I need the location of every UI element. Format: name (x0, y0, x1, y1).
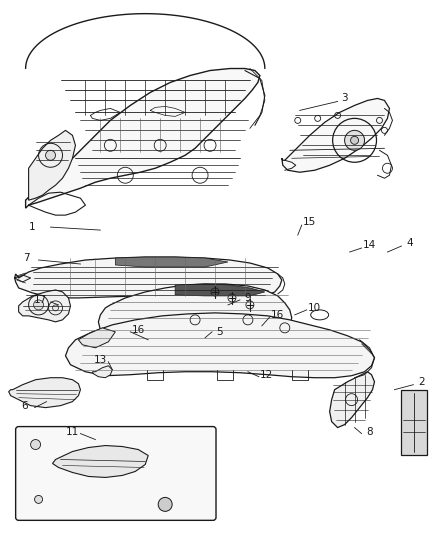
Text: 11: 11 (66, 426, 79, 437)
Circle shape (31, 440, 41, 449)
Text: 1: 1 (29, 222, 36, 232)
Polygon shape (53, 446, 148, 478)
Circle shape (53, 305, 59, 311)
Polygon shape (25, 69, 260, 208)
Text: 16: 16 (132, 325, 145, 335)
Text: 15: 15 (303, 217, 316, 227)
Circle shape (46, 150, 56, 160)
Polygon shape (99, 284, 292, 337)
Circle shape (345, 131, 364, 150)
Text: 14: 14 (363, 240, 376, 250)
Polygon shape (28, 131, 75, 200)
Text: 3: 3 (341, 93, 348, 103)
Polygon shape (14, 257, 282, 298)
Polygon shape (92, 366, 112, 378)
Ellipse shape (311, 310, 328, 320)
Text: 2: 2 (418, 377, 425, 387)
Text: 7: 7 (23, 253, 30, 263)
Polygon shape (115, 257, 228, 267)
Circle shape (350, 136, 359, 144)
Circle shape (158, 497, 172, 511)
Text: 17: 17 (34, 295, 47, 305)
Text: 5: 5 (217, 327, 223, 337)
Text: 16: 16 (271, 310, 284, 320)
Text: 4: 4 (406, 238, 413, 248)
Text: 12: 12 (260, 370, 273, 379)
Polygon shape (282, 99, 389, 172)
Text: 9: 9 (244, 293, 251, 303)
Polygon shape (78, 328, 115, 348)
Polygon shape (66, 313, 374, 378)
Circle shape (34, 300, 43, 310)
Text: 10: 10 (308, 303, 321, 313)
Text: 6: 6 (21, 401, 28, 410)
Text: 13: 13 (94, 355, 107, 365)
Polygon shape (330, 372, 374, 427)
Polygon shape (9, 378, 81, 408)
Text: 8: 8 (366, 426, 373, 437)
FancyBboxPatch shape (401, 390, 427, 455)
Polygon shape (175, 284, 265, 296)
Circle shape (35, 495, 42, 503)
FancyBboxPatch shape (16, 426, 216, 520)
Polygon shape (19, 290, 71, 322)
